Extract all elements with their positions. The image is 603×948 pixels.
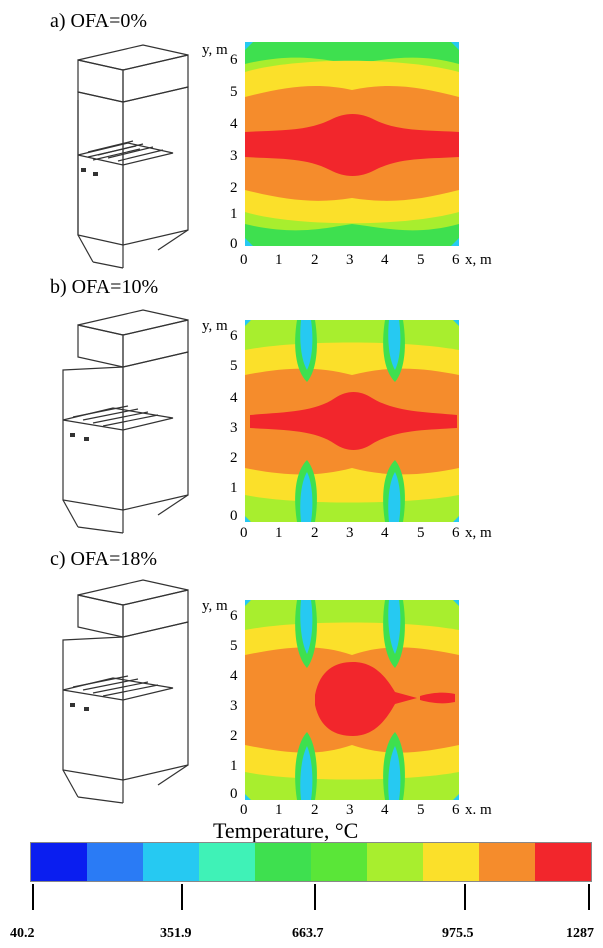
x-tick: 5 [417, 802, 425, 818]
y-tick: 0 [230, 236, 238, 252]
x-tick: 3 [346, 802, 354, 818]
furnace-diagram-a [77, 44, 189, 269]
x-tick: 3 [346, 525, 354, 541]
colorbar-tick-label: 975.5 [442, 926, 474, 941]
colorbar-segment [143, 843, 199, 881]
furnace-diagram-b [62, 309, 189, 534]
y-tick: 3 [230, 148, 238, 164]
colorbar-tick-label: 1287 [566, 926, 594, 941]
y-axis-label-b: y, m [202, 318, 228, 334]
colorbar-tick [588, 884, 590, 910]
y-tick: 3 [230, 698, 238, 714]
x-tick: 5 [417, 252, 425, 268]
y-tick: 6 [230, 608, 238, 624]
y-tick: 6 [230, 52, 238, 68]
y-tick: 5 [230, 358, 238, 374]
colorbar-segment [367, 843, 423, 881]
colorbar-title: Temperature, °C [213, 818, 359, 843]
x-tick: 4 [381, 802, 389, 818]
x-tick: 4 [381, 252, 389, 268]
x-axis-label-a: x, m [465, 252, 492, 268]
x-tick: 6 [452, 802, 460, 818]
colorbar-tick-label: 40.2 [10, 926, 35, 941]
y-axis-label-c: y, m [202, 598, 228, 614]
colorbar-segment [423, 843, 479, 881]
colorbar-segment [87, 843, 143, 881]
colorbar-segment [311, 843, 367, 881]
y-tick: 0 [230, 786, 238, 802]
colorbar-tick [32, 884, 34, 910]
y-tick: 3 [230, 420, 238, 436]
colorbar-tick-label: 351.9 [160, 926, 192, 941]
colorbar-tick-label: 663.7 [292, 926, 324, 941]
colorbar-segment [31, 843, 87, 881]
y-tick: 2 [230, 728, 238, 744]
panel-b-title: b) OFA=10% [50, 276, 159, 298]
contour-plot-a [245, 42, 459, 246]
y-tick: 6 [230, 328, 238, 344]
colorbar-tick [181, 884, 183, 910]
x-tick: 1 [275, 802, 283, 818]
y-axis-label-a: y, m [202, 42, 228, 58]
y-tick: 1 [230, 206, 238, 222]
contour-plot-c [245, 600, 459, 800]
colorbar [30, 842, 592, 882]
x-tick: 2 [311, 525, 319, 541]
y-tick: 4 [230, 116, 238, 132]
colorbar-segment [255, 843, 311, 881]
x-tick: 2 [311, 252, 319, 268]
colorbar-tick [464, 884, 466, 910]
furnace-diagram-c [62, 579, 189, 804]
y-tick: 4 [230, 390, 238, 406]
x-tick: 4 [381, 525, 389, 541]
contour-plot-b [245, 320, 459, 522]
x-tick: 1 [275, 525, 283, 541]
colorbar-segment [199, 843, 255, 881]
y-tick: 1 [230, 758, 238, 774]
x-axis-label-b: x, m [465, 525, 492, 541]
x-tick: 5 [417, 525, 425, 541]
y-tick: 0 [230, 508, 238, 524]
colorbar-tick [314, 884, 316, 910]
y-tick: 5 [230, 638, 238, 654]
x-tick: 1 [275, 252, 283, 268]
y-tick: 5 [230, 84, 238, 100]
y-tick: 2 [230, 450, 238, 466]
x-tick: 6 [452, 252, 460, 268]
panel-c-title: c) OFA=18% [50, 548, 158, 570]
colorbar-segment [535, 843, 591, 881]
colorbar-segment [479, 843, 535, 881]
x-axis-label-c: x. m [465, 802, 492, 818]
x-tick: 6 [452, 525, 460, 541]
x-tick: 0 [240, 802, 248, 818]
y-tick: 4 [230, 668, 238, 684]
x-tick: 0 [240, 525, 248, 541]
x-tick: 3 [346, 252, 354, 268]
panel-a-title: a) OFA=0% [50, 10, 148, 32]
x-tick: 2 [311, 802, 319, 818]
y-tick: 1 [230, 480, 238, 496]
y-tick: 2 [230, 180, 238, 196]
x-tick: 0 [240, 252, 248, 268]
